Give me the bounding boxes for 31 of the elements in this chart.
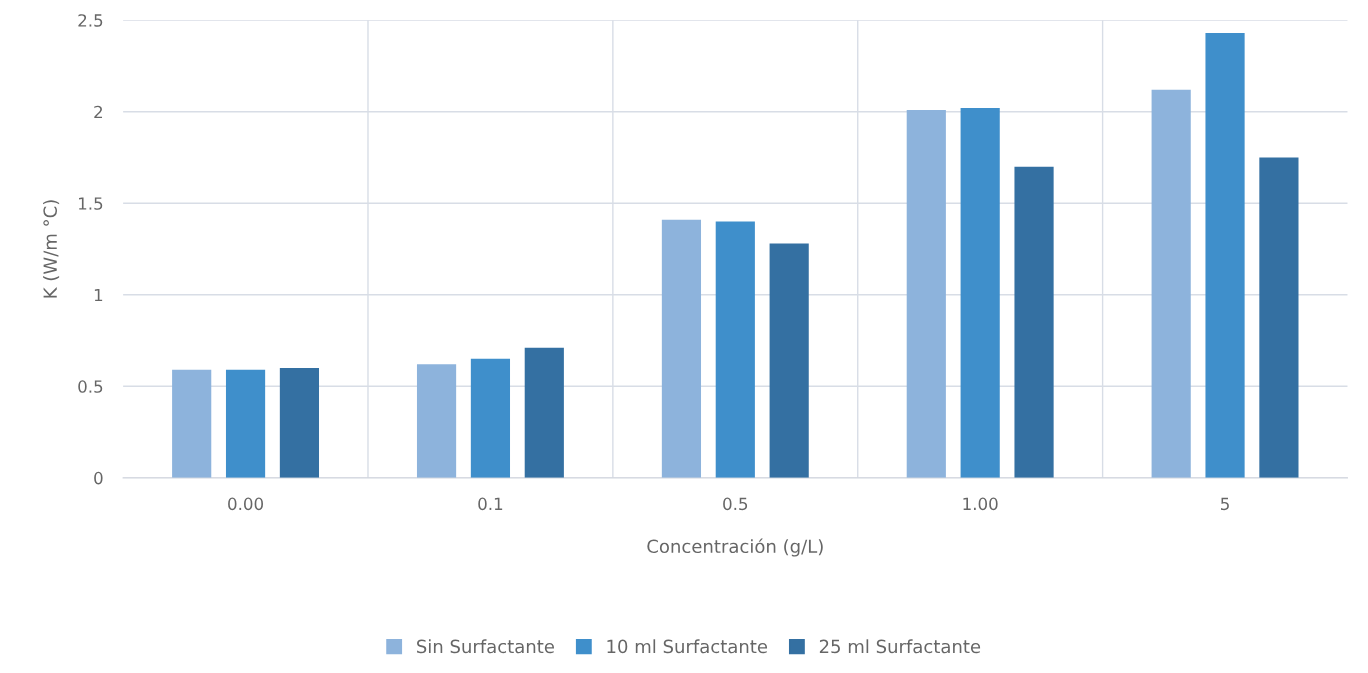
bar <box>715 221 755 478</box>
legend-label: 10 ml Surfactante <box>607 639 768 654</box>
bar <box>769 243 809 478</box>
bar <box>906 109 946 478</box>
y-tick-label: 1.5 <box>79 197 103 210</box>
bar <box>661 219 702 478</box>
bar <box>279 368 320 478</box>
bar <box>960 108 1000 478</box>
bar <box>1205 33 1245 478</box>
x-tick-label: 0.00 <box>228 497 263 511</box>
y-tick-label: 2.5 <box>78 14 103 27</box>
x-tick-label: 0.5 <box>723 497 748 511</box>
y-tick-label: 0 <box>94 471 103 485</box>
bar <box>225 369 266 478</box>
legend-label: 25 ml Surfactante <box>819 639 981 654</box>
y-tick-label: 2 <box>94 105 103 119</box>
legend-label: Sin Surfactante <box>417 639 554 654</box>
x-tick-label: 5 <box>1221 497 1229 511</box>
y-axis-title: K (W/m °C) <box>43 200 60 298</box>
x-tick-label: 1.00 <box>963 497 998 511</box>
bar <box>172 369 212 478</box>
y-tick-label: 1 <box>94 288 103 302</box>
y-tick-label: 0.5 <box>78 380 103 393</box>
bar <box>1259 157 1299 478</box>
x-tick-label: 0.1 <box>478 497 503 511</box>
bar <box>1014 166 1054 478</box>
bar <box>470 358 511 478</box>
bar <box>524 347 564 478</box>
bar <box>416 364 457 478</box>
bar <box>1151 89 1191 478</box>
x-axis-title: Concentración (g/L) <box>647 538 823 557</box>
